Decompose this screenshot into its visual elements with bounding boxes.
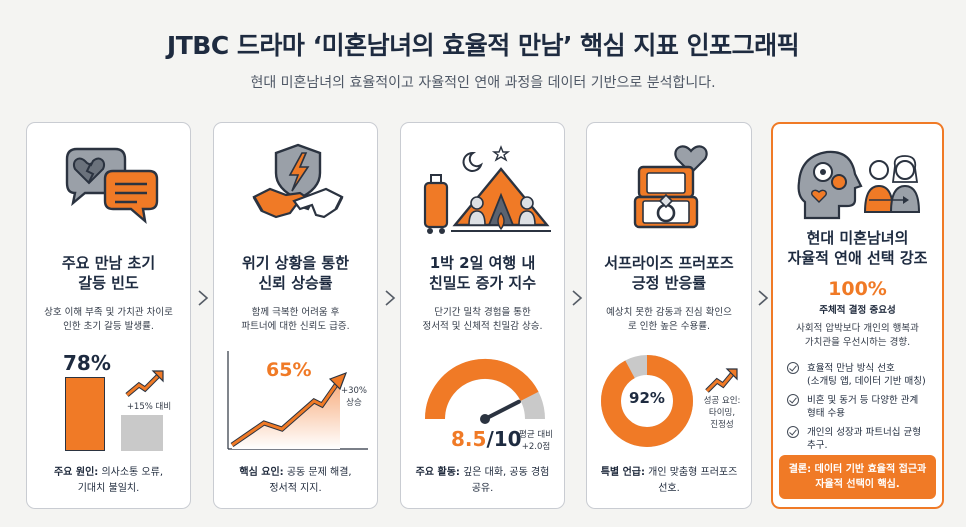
card-desc-line1: 사회적 압박보다 개인의 행복과 [796,323,919,334]
compare-label-line1: 평균 대비 [519,430,553,440]
success-factor-line2: 타이밍, [708,408,736,418]
card-desc-line1: 예상치 못한 감동과 진심 확인으 [606,307,732,318]
footnote-text-line2: 정서적 지지. [269,483,322,494]
footnote-text-line1: 공동 문제 해결, [283,467,352,478]
metric-label: 주체적 결정 중요성 [819,305,896,316]
metric-value-scale: /10 [486,427,522,451]
compare-label-line2: +2.0점 [521,442,551,452]
card-intimacy-index: 1박 2일 여행 내 친밀도 증가 지수 단기간 밀착 경험을 통한 정서적 및… [400,122,565,509]
success-factor-line1: 성공 요인: [703,396,741,406]
flow-arrow-icon [198,290,209,306]
card-title-line1: 주요 만남 초기 [61,254,156,272]
card-autonomous-choice: 현대 미혼남녀의 자율적 연애 선택 강조 100% 주체적 결정 중요성 사회… [771,122,944,509]
footnote-label: 주요 활동: [415,467,460,478]
list-item-line1: 개인의 성장과 파트너십 균형 [807,427,921,438]
camping-tent-icon [423,145,551,234]
footnote-label: 특별 언급: [600,467,645,478]
footnote-text-line1: 의사소통 오류, [98,467,164,478]
card-footnote: 특별 언급: 개인 맞춤형 프러포즈 선호. [597,465,741,497]
footnote-text-line2: 선호. [658,483,680,494]
trend-up-arrow-icon [125,370,164,397]
list-item: 개인의 성장과 파트너십 균형 추구. [787,426,932,452]
card-title-line1: 서프라이즈 프러포즈 [604,254,734,272]
footnote-label: 핵심 요인: [239,467,284,478]
metric-value-main: 8.5 [451,427,487,451]
card-title-line2: 친밀도 증가 지수 [428,274,537,292]
intimacy-gauge [424,358,545,424]
metric-bar [65,377,105,451]
flow-arrow-icon [758,290,769,306]
card-desc-line2: 가치관을 우선시하는 경향. [804,337,911,348]
list-item: 비혼 및 동거 등 다양한 관계 형태 수용 [787,394,932,420]
card-footnote: 핵심 요인: 공동 문제 해결, 정서적 지지. [224,465,367,497]
card-desc-line1: 함께 극복한 어려움 후 [251,307,340,318]
footnote-text-line1: 개인 맞춤형 프러포즈 [644,467,738,478]
handshake-shield-icon [252,143,344,219]
card-title-line1: 현대 미혼남녀의 [806,229,909,247]
footnote-text-line2: 기대치 불일치. [77,483,140,494]
footnote-text-line1: 깊은 대화, 공동 경험 [459,467,550,478]
list-item: 효율적 만남 방식 선호 (소개팅 앱, 데이터 기반 매칭) [787,362,932,388]
card-desc-line2: 파트너에 대한 신뢰도 급증. [241,321,350,332]
success-factor-line3: 진정성 [710,420,734,430]
flow-arrow-icon [572,290,583,306]
card-title-line1: 1박 2일 여행 내 [429,254,536,272]
compare-label: +15% 대비 [126,402,172,412]
ring-box-heart-icon [633,145,708,229]
card-title-line1: 위기 상황을 통한 [241,254,350,272]
check-circle-icon [787,426,799,438]
trend-up-arrow-icon [705,368,738,393]
card-trust-increase: 위기 상황을 통한 신뢰 상승률 함께 극복한 어려움 후 파트너에 대한 신뢰… [213,122,378,509]
list-item-line2: 형태 수용 [807,408,845,419]
list-item-line1: 비혼 및 동거 등 다양한 관계 [807,395,919,406]
card-desc-line1: 단기간 밀착 경험을 통한 [434,307,531,318]
metric-value: 92% [629,389,665,407]
metric-value: 65% [266,359,312,381]
flow-arrow-icon [385,290,396,306]
metric-value: 78% [63,351,111,375]
compare-bar [121,415,163,451]
page-title: JTBC 드라마 ‘미혼남녀의 효율적 만남’ 핵심 지표 인포그래픽 [166,31,800,60]
list-item-line2: 추구. [807,440,828,451]
card-title-line2: 자율적 연애 선택 강조 [787,249,928,267]
page-subtitle: 현대 미혼남녀의 효율적이고 자율적인 연애 과정을 데이터 기반으로 분석합니… [250,75,716,91]
card-desc-line2: 정서적 및 신체적 친밀감 상승. [422,321,543,332]
conclusion-line1: 결론: 데이터 기반 효율적 접근과 [788,464,927,475]
compare-label-line2: 상승 [346,398,362,408]
head-gears-couple-icon [797,150,921,220]
footnote-label: 주요 원인: [53,467,99,478]
metric-value: 8.5/10 [451,427,522,451]
trust-growth-chart [227,351,368,450]
card-title-line2: 신뢰 상승률 [258,274,333,292]
card-title-line2: 긍정 반응률 [631,274,707,292]
check-circle-icon [787,394,799,406]
card-conflict-frequency: 주요 만남 초기 갈등 빈도 상호 이해 부족 및 가치관 차이로 인한 초기 … [26,122,191,509]
card-title-line2: 갈등 빈도 [78,274,139,292]
card-footnote: 주요 활동: 깊은 대화, 공동 경험 공유. [411,465,554,497]
card-footnote: 주요 원인: 의사소통 오류, 기대치 불일치. [37,465,180,497]
compare-label-line1: +30% [340,386,367,396]
card-desc-line2: 로 인한 높은 수용률. [628,321,710,332]
broken-heart-speech-icon [65,147,159,225]
card-desc-line2: 인한 초기 갈등 발생률. [63,321,154,332]
list-item-line1: 효율적 만남 방식 선호 [807,363,895,374]
conclusion-line2: 자율적 선택이 핵심. [815,479,900,490]
check-circle-icon [787,362,799,374]
footnote-text-line2: 공유. [471,483,494,494]
acceptance-donut [601,355,693,447]
card-proposal-reaction: 서프라이즈 프러포즈 긍정 반응률 예상치 못한 감동과 진심 확인으 로 인한… [586,122,752,509]
conclusion-banner: 결론: 데이터 기반 효율적 접근과 자율적 선택이 핵심. [779,455,936,499]
metric-value: 100% [828,278,887,300]
card-desc-line1: 상호 이해 부족 및 가치관 차이로 [44,307,173,318]
list-item-line2: (소개팅 앱, 데이터 기반 매칭) [807,376,926,387]
